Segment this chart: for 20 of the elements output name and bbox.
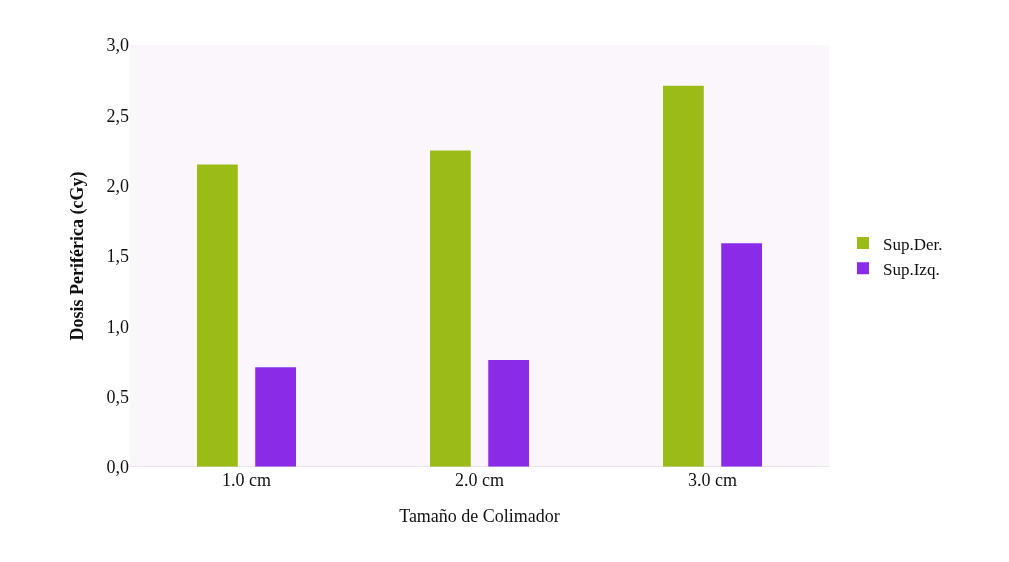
y-tick-label: 3,0 <box>106 35 129 56</box>
y-tick-label: 0,0 <box>106 457 129 478</box>
bar <box>662 85 704 467</box>
x-tick-label: 2.0 cm <box>455 470 504 490</box>
x-tick-label: 3.0 cm <box>688 470 737 490</box>
bar <box>721 243 763 467</box>
bar <box>255 367 297 467</box>
x-axis-title: Tamaño de Colimador <box>399 506 560 527</box>
legend-label: Sup.Izq. <box>882 259 940 279</box>
y-tick-label: 1,5 <box>106 246 129 267</box>
y-tick-label: 0,5 <box>106 386 129 407</box>
x-tick-label: 1.0 cm <box>222 470 271 490</box>
y-tick-label: 1,0 <box>106 316 129 337</box>
y-tick-label: 2,0 <box>106 175 129 196</box>
bar <box>196 164 238 467</box>
y-tick-label: 2,5 <box>106 105 129 126</box>
bar <box>488 360 530 467</box>
y-axis-title: Dosis Periférica (cGy) <box>66 171 88 341</box>
legend-label: Sup.Der. <box>882 234 943 254</box>
bar <box>429 150 471 467</box>
